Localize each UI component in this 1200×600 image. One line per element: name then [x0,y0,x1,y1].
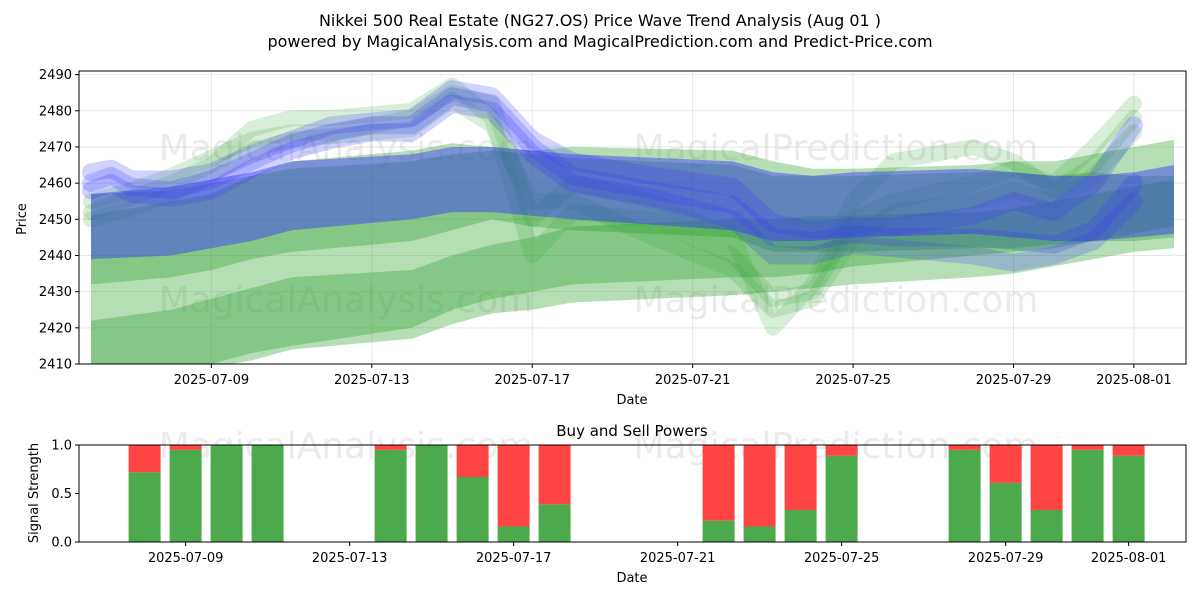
price-x-tick-label: 2025-07-13 [334,373,410,388]
blue-wave [82,94,1143,272]
buy-bar [251,445,284,542]
price-y-tick-label: 2430 [39,285,72,300]
sell-bar [989,445,1022,483]
sell-bar [497,445,530,527]
price-x-tick-label: 2025-07-21 [655,373,731,388]
price-y-tick-label: 2490 [39,68,72,83]
price-y-tick-label: 2480 [39,104,72,119]
buy-bar [169,449,202,542]
price-y-tick-label: 2410 [39,358,72,373]
price-y-tick-label: 2450 [39,213,72,228]
green-wave [83,91,1142,318]
sell-bar [538,445,571,505]
sell-bar [1071,445,1104,450]
signal-x-tick-label: 2025-08-01 [1091,551,1167,566]
price-y-tick-label: 2420 [39,321,72,336]
signal-x-tick-label: 2025-07-25 [804,551,880,566]
buy-bar [1112,455,1145,542]
sell-bar [825,445,858,456]
signal-chart: MagicalAnalysis.comMagicalPrediction.com… [51,426,1187,566]
buy-bar [374,449,407,542]
buy-bar [1071,449,1104,542]
blue-wave [82,80,1143,240]
sell-bar [1030,445,1063,510]
signal-x-tick-label: 2025-07-21 [640,551,716,566]
price-y-axis-label: Price [15,203,30,235]
blue-band [91,147,1174,260]
green-wave [83,84,1142,336]
chart-subtitle: powered by MagicalAnalysis.com and Magic… [267,32,932,51]
price-x-axis-label: Date [616,393,647,408]
sell-bar [374,445,407,450]
buy-bar [989,482,1022,542]
sell-bar [702,445,735,521]
buy-bar [743,526,776,542]
chart-title: Nikkei 500 Real Estate (NG27.OS) Price W… [319,11,881,30]
signal-y-tick-label: 1.0 [51,439,72,454]
buy-bar [948,449,981,542]
sell-bar [128,445,161,473]
sell-bar [169,445,202,450]
green-band [91,150,1174,285]
watermark: MagicalPrediction.com [634,128,1039,169]
price-y-tick-label: 2470 [39,140,72,155]
buy-bar [415,445,448,542]
price-x-tick-label: 2025-07-25 [815,373,891,388]
price-plot-area: MagicalAnalysis.com MagicalPrediction.com… [79,71,1186,364]
buy-bar [1030,509,1063,542]
green-band [91,139,1174,364]
buy-bar [210,445,243,542]
sell-bar [784,445,817,510]
signal-x-tick-label: 2025-07-09 [148,551,224,566]
signal-x-tick-label: 2025-07-29 [968,551,1044,566]
sell-bar [743,445,776,527]
signal-y-tick-label: 0.0 [51,536,72,551]
green-wave [83,77,1142,307]
signal-x-tick-label: 2025-07-13 [312,551,388,566]
price-x-tick-label: 2025-07-09 [174,373,250,388]
buy-bar [784,509,817,542]
sell-bar [948,445,981,450]
signal-y-tick-label: 0.5 [51,487,72,502]
price-chart: MagicalAnalysis.com MagicalPrediction.com… [39,68,1187,388]
price-y-tick-label: 2460 [39,177,72,192]
signal-chart-title: Buy and Sell Powers [556,422,708,440]
blue-wave [82,87,1143,254]
signal-x-axis-label: Date [616,571,647,586]
buy-bar [538,504,571,542]
sell-bar [1112,445,1145,456]
price-x-tick-label: 2025-07-17 [494,373,570,388]
buy-bar [456,477,489,542]
sell-bar [456,445,489,478]
buy-bar [128,472,161,542]
watermark: MagicalAnalysis.com [159,280,533,321]
buy-bar [702,520,735,542]
signal-y-axis-label: Signal Strength [27,443,42,543]
buy-bar [825,455,858,542]
price-x-tick-label: 2025-07-29 [976,373,1052,388]
watermark: MagicalAnalysis.com [159,128,533,169]
buy-bar [497,526,530,542]
watermark: MagicalPrediction.com [634,280,1039,321]
price-y-tick-label: 2440 [39,249,72,264]
green-band [91,179,1174,364]
price-axes-frame [78,70,1187,365]
price-x-tick-label: 2025-08-01 [1096,373,1172,388]
signal-x-tick-label: 2025-07-17 [476,551,552,566]
